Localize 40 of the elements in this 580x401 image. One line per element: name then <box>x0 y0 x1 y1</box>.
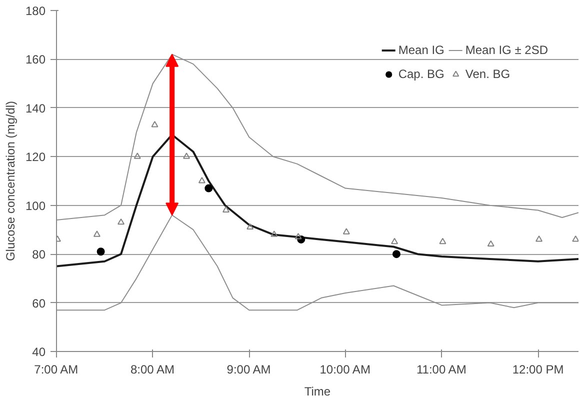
point <box>246 223 254 230</box>
point <box>222 206 230 212</box>
line-series <box>56 134 578 268</box>
legend-label: Mean IG ± 2SD <box>465 43 548 57</box>
point <box>134 152 141 159</box>
y-axis-title: Glucose concentration (mg/dl) <box>3 100 18 262</box>
point <box>294 233 302 240</box>
point <box>391 238 398 244</box>
y-tick-label: 80 <box>32 248 46 262</box>
point <box>487 240 494 247</box>
y-tick-label: 60 <box>32 296 46 310</box>
x-tick-label: 9:00 AM <box>226 362 271 376</box>
point <box>342 228 350 234</box>
y-tick-label: 180 <box>25 4 46 18</box>
x-tick-label: 11:00 AM <box>416 362 466 376</box>
y-tick-label: 120 <box>25 150 46 164</box>
point <box>151 121 158 128</box>
y-tick-label: 40 <box>32 345 46 359</box>
y-tick-label: 100 <box>25 198 46 213</box>
x-tick-label: 12:00 PM <box>512 362 564 376</box>
point <box>198 177 206 184</box>
point <box>439 238 446 244</box>
point <box>270 230 278 237</box>
point <box>392 250 400 258</box>
y-tick-label: 140 <box>25 101 46 116</box>
x-axis-title: Time <box>304 384 331 398</box>
x-tick-label: 8:00 AM <box>130 362 174 376</box>
point <box>536 235 543 242</box>
point <box>204 184 213 192</box>
point <box>93 230 100 237</box>
point <box>96 248 105 256</box>
legend-label: Cap. BG <box>398 67 444 81</box>
point <box>183 152 190 159</box>
y-tick-label: 160 <box>25 52 46 67</box>
legend-label: Ven. BG <box>465 67 510 81</box>
point <box>572 235 578 242</box>
x-tick-label: 10:00 AM <box>320 362 370 376</box>
legend-label: Mean IG <box>398 43 444 57</box>
point <box>118 218 125 225</box>
x-tick-label: 7:00 AM <box>34 362 78 376</box>
